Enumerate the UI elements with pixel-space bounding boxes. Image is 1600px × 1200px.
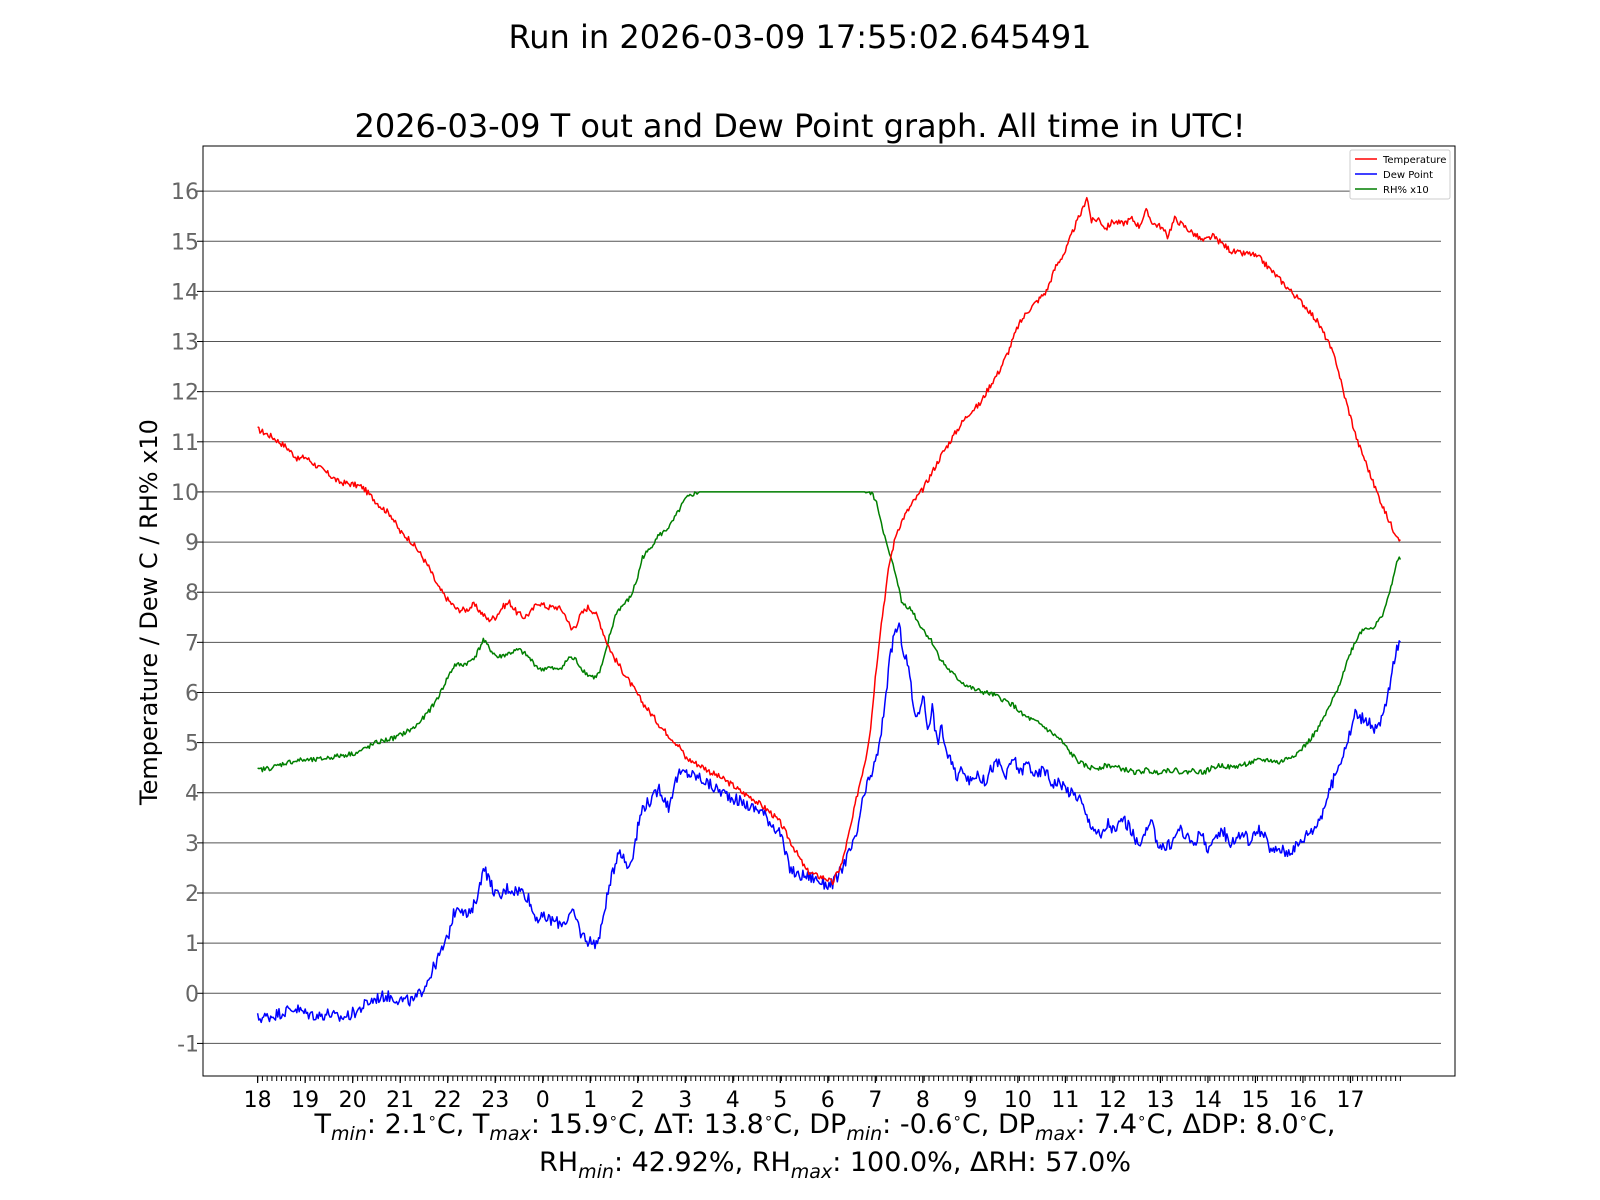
x-tick-label-22: 16 <box>1289 1088 1317 1113</box>
y-tick-label-6: 5 <box>185 732 199 757</box>
y-tick-label-10: 9 <box>185 531 199 556</box>
y-tick-label-7: 6 <box>185 681 199 706</box>
x-tick-label-18: 12 <box>1099 1088 1127 1113</box>
x-tick-label-10: 4 <box>726 1088 740 1113</box>
y-tick-label-8: 7 <box>185 631 199 656</box>
series-line-dew-point <box>256 622 1401 1024</box>
x-tick-label-20: 14 <box>1194 1088 1222 1113</box>
x-tick-label-4: 22 <box>434 1088 462 1113</box>
y-tick-label-4: 3 <box>185 832 199 857</box>
series-lines <box>256 196 1402 1024</box>
y-tick-label-9: 8 <box>185 581 199 606</box>
x-tick-label-16: 10 <box>1004 1088 1032 1113</box>
x-tick-label-2: 20 <box>339 1088 367 1113</box>
x-tick-label-23: 17 <box>1336 1088 1364 1113</box>
y-tick-label-14: 13 <box>171 331 199 356</box>
x-tick-label-14: 8 <box>916 1088 930 1113</box>
chart-title: 2026-03-09 T out and Dew Point graph. Al… <box>354 107 1245 145</box>
x-tick-label-9: 3 <box>678 1088 692 1113</box>
stats-line-2: RHmin: 42.92%, RHmax: 100.0%, ΔRH: 57.0% <box>539 1147 1131 1183</box>
y-tick-label-15: 14 <box>171 280 199 305</box>
x-tick-label-12: 6 <box>821 1088 835 1113</box>
x-tick-label-15: 9 <box>963 1088 977 1113</box>
y-tick-label-5: 4 <box>185 782 199 807</box>
x-tick-label-7: 1 <box>583 1088 597 1113</box>
x-tick-label-11: 5 <box>773 1088 787 1113</box>
stats-line-1: Tmin: 2.1∘C, Tmax: 15.9∘C, ΔT: 13.8∘C, D… <box>314 1109 1336 1145</box>
x-tick-label-3: 21 <box>386 1088 414 1113</box>
legend-label-rh: RH% x10 <box>1383 185 1429 196</box>
plot-frame <box>202 145 1456 1077</box>
x-tick-label-1: 19 <box>291 1088 319 1113</box>
y-tick-label-13: 12 <box>171 381 199 406</box>
y-tick-label-17: 16 <box>171 180 199 205</box>
legend-label-dew-point: Dew Point <box>1383 170 1433 181</box>
y-tick-label-0: -1 <box>177 1032 199 1057</box>
run-title: Run in 2026-03-09 17:55:02.645491 <box>508 18 1091 56</box>
legend-box <box>1349 149 1451 200</box>
x-tick-label-21: 15 <box>1241 1088 1269 1113</box>
x-tick-label-17: 11 <box>1051 1088 1079 1113</box>
y-tick-label-3: 2 <box>185 882 199 907</box>
series-line-temperature <box>257 196 1401 886</box>
x-tick-label-13: 7 <box>868 1088 882 1113</box>
y-tick-label-1: 0 <box>185 982 199 1007</box>
y-tick-label-16: 15 <box>171 230 199 255</box>
x-tick-label-0: 18 <box>244 1088 272 1113</box>
y-tick-label-2: 1 <box>185 932 199 957</box>
x-tick-label-5: 23 <box>481 1088 509 1113</box>
grid-lines <box>203 190 1441 1044</box>
legend: Temperature Dew Point RH% x10 <box>1349 149 1451 200</box>
series-line-rh-x10 <box>257 491 1402 776</box>
x-tick-label-6: 0 <box>536 1088 550 1113</box>
x-axis-ticks: 18 19 20 21 22 23 0 1 2 3 4 5 6 7 8 9 10 11 12 13 14 15 16 17 <box>244 1076 1401 1113</box>
x-tick-label-19: 13 <box>1146 1088 1174 1113</box>
x-tick-label-8: 2 <box>631 1088 645 1113</box>
legend-label-temperature: Temperature <box>1382 155 1446 166</box>
y-axis-label: Temperature / Dew C / RH% x10 <box>135 419 163 806</box>
y-tick-label-12: 11 <box>171 431 199 456</box>
y-tick-label-11: 10 <box>171 481 199 506</box>
